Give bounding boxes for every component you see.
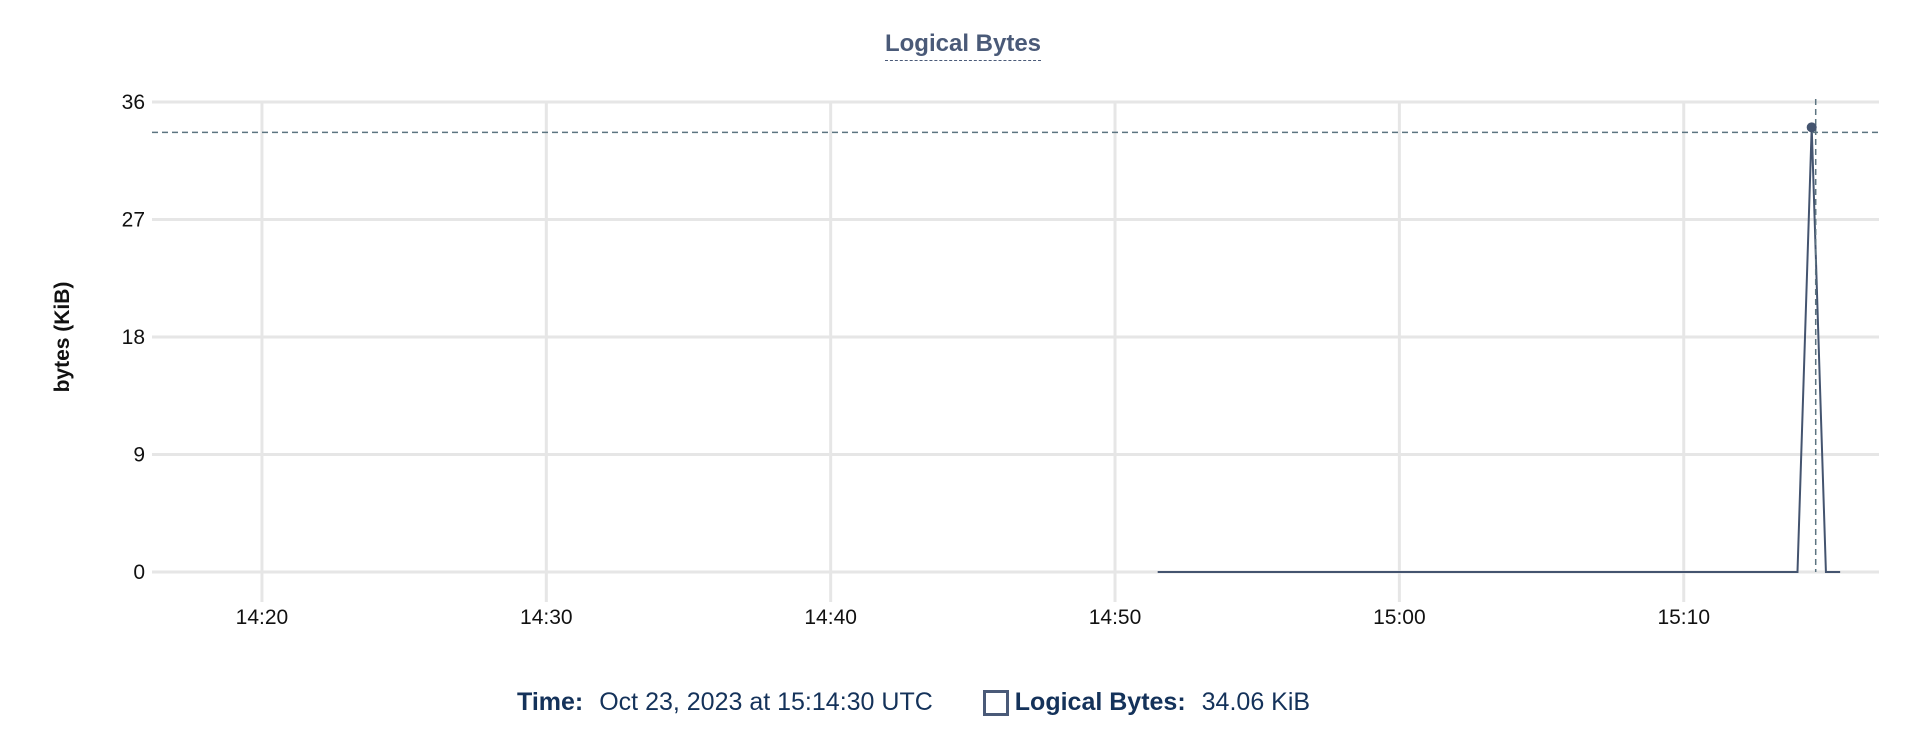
hover-data-point — [1806, 122, 1817, 133]
time-label: Time: — [517, 688, 584, 716]
x-tick-label: 15:10 — [1657, 606, 1710, 629]
time-value: Oct 23, 2023 at 15:14:30 UTC — [599, 688, 933, 716]
chart-title-wrap: Logical Bytes — [0, 30, 1926, 61]
x-tick-label: 14:20 — [236, 606, 289, 629]
x-tick-label: 14:50 — [1089, 606, 1142, 629]
x-tick-label: 15:00 — [1373, 606, 1426, 629]
y-tick-label: 0 — [133, 561, 145, 584]
x-tick-label: 14:30 — [520, 606, 573, 629]
y-tick-label: 27 — [122, 209, 145, 232]
series-line — [1157, 127, 1841, 573]
series-value: 34.06 KiB — [1201, 688, 1311, 716]
y-tick-label: 36 — [122, 91, 145, 114]
series-toggle-checkbox[interactable] — [982, 689, 1009, 716]
y-axis-label: bytes (KiB) — [51, 282, 74, 393]
hover-legend: Time: Oct 23, 2023 at 15:14:30 UTC Logic… — [517, 688, 1310, 717]
x-tick-label: 14:40 — [804, 606, 857, 629]
y-tick-label: 9 — [133, 444, 145, 467]
chart: 14:20 14:30 14:40 14:50 15:00 15:10 0 9 18 27 36 by… — [51, 91, 1879, 629]
series-label: Logical Bytes: — [1014, 688, 1186, 716]
chart-title[interactable]: Logical Bytes — [884, 30, 1042, 61]
y-tick-label: 18 — [122, 326, 145, 349]
